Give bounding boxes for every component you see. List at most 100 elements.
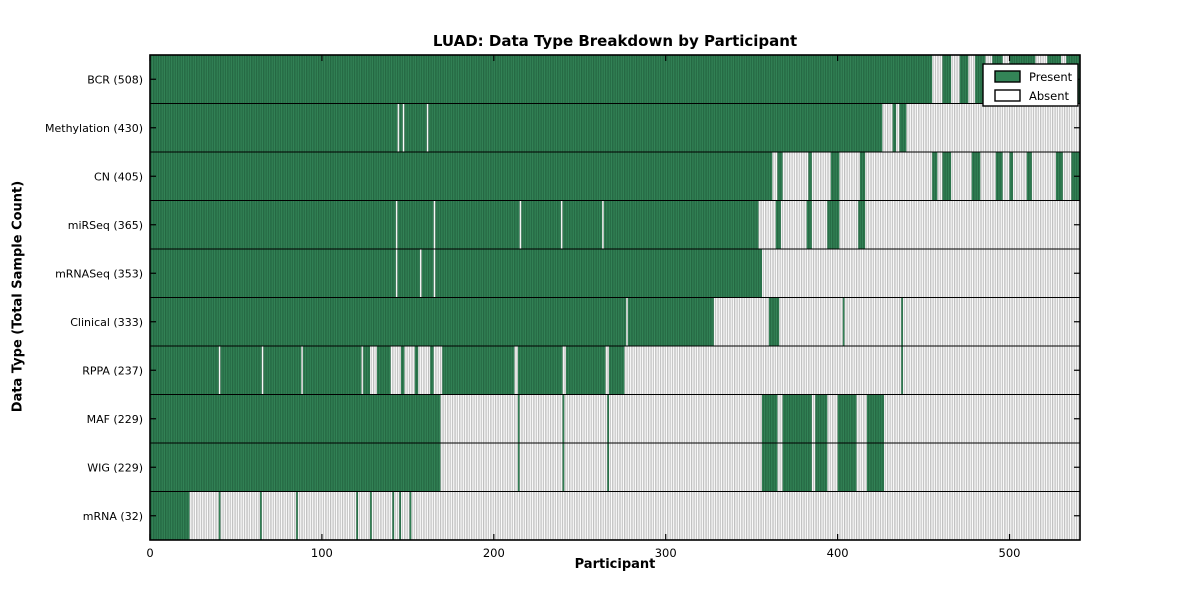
y-tick-label: MAF (229): [87, 413, 143, 426]
present-segment: [815, 394, 828, 443]
present-segment: [782, 443, 812, 492]
present-segment: [827, 200, 840, 249]
legend-label: Absent: [1029, 89, 1070, 103]
present-segment: [517, 346, 563, 395]
present-segment: [399, 491, 401, 540]
present-segment: [837, 443, 857, 492]
x-tick-label: 0: [146, 546, 153, 560]
present-segment: [150, 200, 396, 249]
present-segment: [607, 394, 609, 443]
row-WIG: WIG (229): [87, 442, 1080, 492]
x-tick-label: 200: [483, 546, 505, 560]
present-segment: [150, 394, 441, 443]
present-segment: [220, 346, 262, 395]
present-segment: [892, 103, 897, 152]
present-segment: [397, 200, 434, 249]
present-segment: [859, 152, 866, 201]
present-segment: [150, 443, 441, 492]
present-segment: [866, 394, 885, 443]
present-segment: [562, 200, 603, 249]
present-segment: [428, 103, 883, 152]
present-segment: [150, 297, 627, 346]
present-segment: [414, 346, 419, 395]
present-segment: [942, 55, 952, 104]
present-segment: [761, 394, 778, 443]
present-segment: [566, 346, 606, 395]
present-segment: [296, 491, 298, 540]
y-tick-label: mRNASeq (353): [55, 267, 143, 280]
present-segment: [392, 491, 395, 540]
present-segment: [899, 103, 907, 152]
present-segment: [866, 443, 885, 492]
y-tick-label: WIG (229): [87, 461, 143, 474]
present-segment: [442, 346, 515, 395]
present-segment: [995, 152, 1003, 201]
present-segment: [975, 55, 986, 104]
y-tick-label: RPPA (237): [82, 364, 143, 377]
row-Clinical: Clinical (333): [70, 297, 1080, 346]
present-segment: [435, 249, 762, 298]
present-segment: [218, 491, 221, 540]
legend-label: Present: [1029, 70, 1073, 84]
legend-swatch-present: [994, 70, 1021, 83]
present-segment: [302, 346, 362, 395]
x-tick-label: 100: [311, 546, 333, 560]
row-MAF: MAF (229): [87, 394, 1080, 443]
y-tick-label: miRSeq (365): [68, 219, 143, 232]
present-segment: [363, 346, 371, 395]
present-segment: [397, 249, 420, 298]
row-mRNA: mRNA (32): [83, 491, 1080, 540]
present-segment: [806, 200, 812, 249]
present-segment: [562, 443, 565, 492]
present-segment: [435, 200, 520, 249]
present-segment: [404, 103, 427, 152]
y-tick-label: mRNA (32): [83, 510, 143, 523]
x-tick-label: 300: [655, 546, 677, 560]
present-segment: [409, 491, 412, 540]
present-segment: [782, 394, 812, 443]
present-segment: [376, 346, 391, 395]
row-miRSeq: miRSeq (365): [68, 200, 1080, 249]
x-axis-label: Participant: [574, 557, 656, 572]
x-tick-label: 500: [999, 546, 1021, 560]
present-segment: [942, 152, 952, 201]
present-segment: [603, 200, 759, 249]
present-segment: [517, 443, 520, 492]
present-segment: [370, 491, 372, 540]
present-segment: [150, 491, 190, 540]
row-Methylation: Methylation (430): [45, 103, 1080, 152]
present-segment: [150, 249, 396, 298]
present-segment: [150, 103, 398, 152]
legend: Present Absent: [982, 63, 1079, 107]
present-segment: [562, 394, 565, 443]
present-segment: [761, 443, 778, 492]
present-segment: [768, 297, 780, 346]
present-segment: [150, 152, 773, 201]
plot-border: [149, 54, 1081, 541]
row-RPPA: RPPA (237): [82, 345, 1080, 395]
present-segment: [1009, 152, 1013, 201]
present-segment: [858, 200, 866, 249]
present-segment: [932, 152, 938, 201]
row-BCR: BCR (508): [87, 55, 1080, 104]
present-segment: [842, 297, 845, 346]
present-segment: [421, 249, 434, 298]
present-segment: [1026, 152, 1032, 201]
present-segment: [607, 443, 609, 492]
y-tick-label: CN (405): [94, 170, 143, 183]
present-segment: [808, 152, 812, 201]
present-segment: [521, 200, 561, 249]
y-tick-label: Clinical (333): [70, 316, 143, 329]
present-segment: [837, 394, 857, 443]
present-segment: [830, 152, 840, 201]
present-segment: [150, 55, 933, 104]
y-tick-label: Methylation (430): [45, 122, 143, 135]
present-segment: [399, 103, 403, 152]
present-segment: [1055, 152, 1063, 201]
present-segment: [775, 200, 781, 249]
legend-swatch-absent: [994, 89, 1021, 102]
present-segment: [608, 346, 625, 395]
present-segment: [901, 346, 903, 395]
